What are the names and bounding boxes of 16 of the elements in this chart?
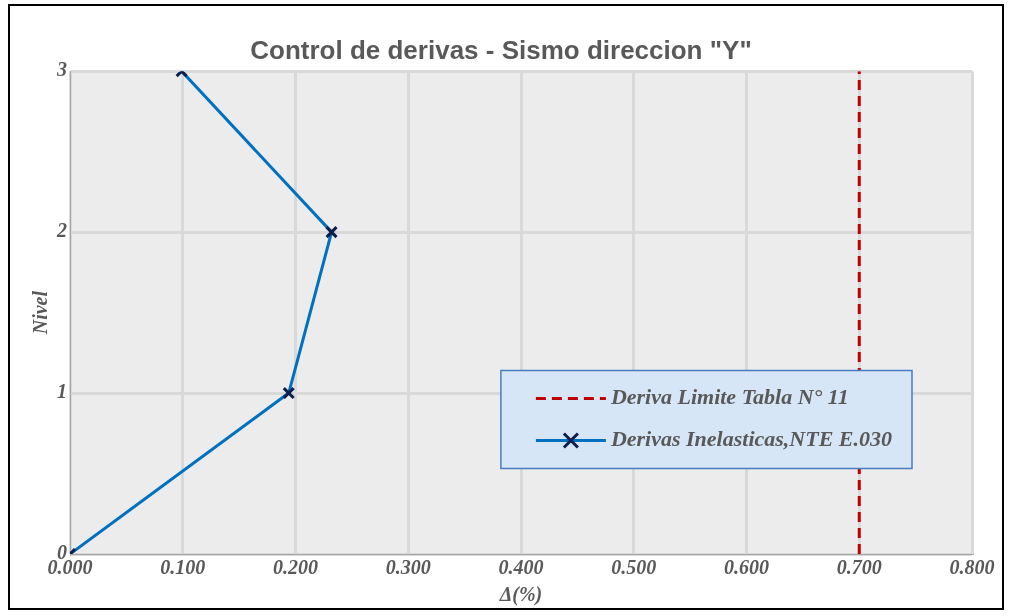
x-tick-label: 0.700 [836,556,882,579]
legend-label: Deriva Limite Tabla N° 11 [609,384,849,410]
x-tick-label: 0.300 [385,556,431,579]
x-tick-label: 0.200 [273,556,318,579]
y-axis-title: Nivel [29,290,52,336]
y-tick-label: 2 [56,219,67,242]
x-tick-label: 0.100 [160,556,206,579]
x-tick-label: 0.500 [611,556,657,579]
legend-label: Derivas Inelasticas,NTE E.030 [609,426,893,452]
x-axis-title: Δ(%) [498,583,543,607]
y-tick-label: 1 [57,380,67,403]
x-tick-label: 0.400 [498,556,544,579]
x-tick-label: 0.600 [724,556,769,579]
x-tick-label: 0.800 [949,556,995,579]
chart-title: Control de derivas - Sismo direccion "Y" [250,34,752,65]
y-tick-label: 3 [56,58,67,81]
